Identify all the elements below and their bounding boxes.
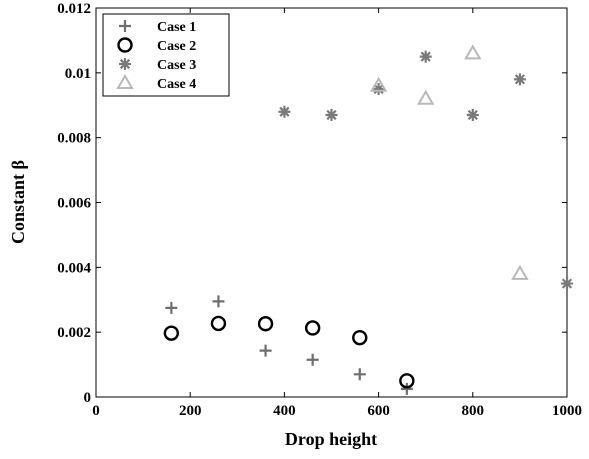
- data-point: [400, 382, 413, 395]
- y-tick-label: 0.012: [57, 1, 91, 17]
- legend-marker: [116, 74, 134, 89]
- x-tick-label: 1000: [552, 403, 582, 419]
- data-point: [257, 316, 274, 332]
- data-point: [325, 108, 338, 121]
- y-tick-label: 0: [84, 390, 92, 406]
- data-point: [163, 325, 180, 341]
- legend-marker: [117, 37, 133, 53]
- x-axis-title: Drop height: [285, 429, 377, 449]
- legend-label: Case 3: [157, 58, 196, 73]
- data-point: [165, 301, 178, 314]
- y-tick-label: 0.004: [57, 260, 91, 276]
- data-point: [210, 315, 227, 332]
- data-point: [511, 264, 529, 280]
- plot-area: 0 200 400 600 800 1000 0 0.002 0.004 0.006 0.008 0.…: [57, 1, 582, 419]
- series-4: [369, 44, 529, 280]
- legend-marker: [119, 58, 131, 70]
- data-point: [353, 368, 366, 381]
- series-1: [165, 295, 413, 395]
- legend-marker: [119, 20, 131, 32]
- data-point: [278, 105, 291, 118]
- data-point: [352, 329, 368, 346]
- y-axis-title: Constant β: [8, 160, 28, 244]
- data-point: [561, 277, 573, 290]
- data-point: [399, 373, 415, 389]
- data-point: [259, 344, 272, 357]
- data-point: [212, 295, 225, 308]
- x-tick-label: 600: [367, 403, 390, 419]
- legend: Case 1 Case 2 Case 3 Case 4: [102, 13, 230, 97]
- data-point: [372, 83, 385, 96]
- data-point: [304, 320, 321, 336]
- data-point: [513, 73, 526, 86]
- series-2: [163, 315, 415, 389]
- legend-label: Case 1: [157, 20, 196, 35]
- y-tick-label: 0.01: [65, 66, 91, 82]
- data-point: [416, 89, 435, 105]
- data-point: [466, 108, 479, 121]
- y-tick-label: 0.006: [57, 196, 91, 212]
- data-point: [369, 76, 388, 92]
- y-tick-label: 0.002: [57, 325, 91, 341]
- x-tick-label: 800: [462, 403, 485, 419]
- data-point: [419, 50, 432, 63]
- x-tick-label: 400: [273, 403, 296, 419]
- y-tick-label: 0.008: [57, 131, 91, 147]
- legend-label: Case 4: [157, 77, 196, 92]
- legend-label: Case 2: [157, 39, 196, 54]
- series-3: [278, 50, 573, 290]
- x-tick-label: 200: [179, 403, 202, 419]
- x-tick-label: 0: [92, 403, 100, 419]
- data-point: [306, 353, 319, 366]
- data-point: [464, 44, 482, 60]
